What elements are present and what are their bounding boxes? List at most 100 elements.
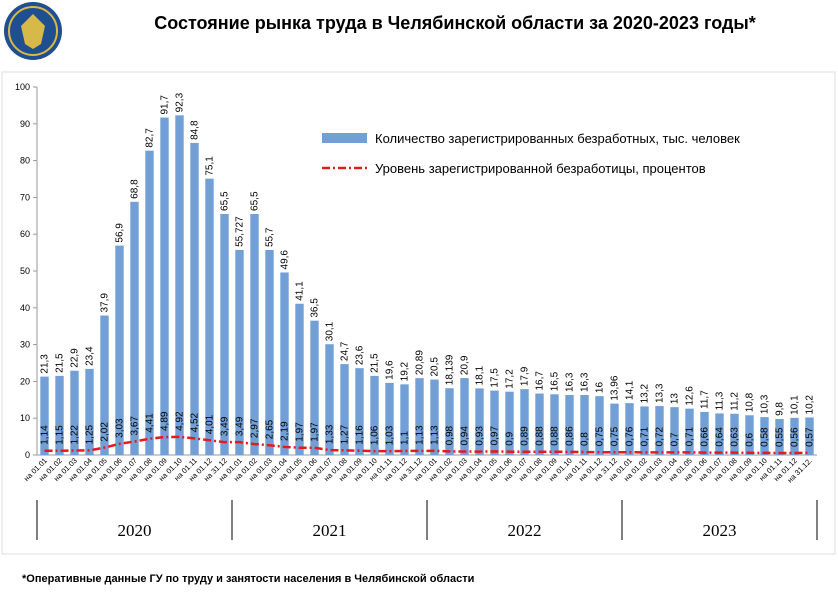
bar-value-label: 37,9 bbox=[100, 293, 111, 313]
bar-value-label: 24,7 bbox=[340, 341, 351, 361]
line-value-label: 1,97 bbox=[310, 422, 321, 442]
bar-value-label: 10,3 bbox=[760, 394, 771, 414]
bar bbox=[805, 417, 814, 455]
line-value-label: 0,88 bbox=[535, 426, 546, 446]
bar-value-label: 65,5 bbox=[220, 191, 231, 211]
bar-value-label: 16,3 bbox=[580, 372, 591, 392]
line-value-label: 1,16 bbox=[355, 425, 366, 445]
line-value-label: 1,13 bbox=[415, 425, 426, 445]
bar bbox=[595, 396, 604, 455]
bar-value-label: 20,5 bbox=[430, 357, 441, 377]
bar bbox=[370, 375, 379, 455]
chart-frame bbox=[1, 71, 836, 555]
bar-value-label: 82,7 bbox=[145, 128, 156, 148]
line-value-label: 0,71 bbox=[640, 426, 651, 446]
line-value-label: 4,52 bbox=[190, 412, 201, 432]
line-value-label: 0,75 bbox=[595, 426, 606, 446]
bar bbox=[280, 272, 289, 455]
y-tick-label: 0 bbox=[25, 450, 30, 460]
bar bbox=[385, 382, 394, 455]
line-value-label: 4,89 bbox=[160, 411, 171, 431]
line-value-label: 1,03 bbox=[385, 425, 396, 445]
bar bbox=[40, 376, 49, 455]
bar-value-label: 10,2 bbox=[805, 395, 816, 415]
bar-value-label: 20,9 bbox=[460, 355, 471, 375]
bar bbox=[400, 384, 409, 455]
bar-value-label: 17,9 bbox=[520, 366, 531, 386]
bar bbox=[100, 315, 109, 455]
footnote: *Оперативные данные ГУ по труду и занято… bbox=[22, 573, 474, 585]
line-value-label: 0,76 bbox=[625, 426, 636, 446]
bar-value-label: 19,2 bbox=[400, 361, 411, 381]
line-value-label: 0,71 bbox=[685, 426, 696, 446]
line-value-label: 1,22 bbox=[70, 425, 81, 445]
line-value-label: 1,14 bbox=[40, 425, 51, 445]
bar-value-label: 49,6 bbox=[280, 250, 291, 270]
line-value-label: 0,75 bbox=[610, 426, 621, 446]
line-value-label: 0,86 bbox=[565, 426, 576, 446]
group-label: 2021 bbox=[313, 521, 347, 540]
bar bbox=[160, 117, 169, 455]
y-tick-label: 10 bbox=[20, 413, 30, 423]
line-value-label: 4,41 bbox=[145, 413, 156, 433]
bar-value-label: 19,6 bbox=[385, 360, 396, 380]
bar-value-label: 17,2 bbox=[505, 369, 516, 389]
bar bbox=[85, 368, 94, 455]
legend-label: Уровень зарегистрированной безработицы, … bbox=[375, 161, 706, 176]
bar-value-label: 11,2 bbox=[730, 392, 741, 411]
bar bbox=[70, 370, 79, 455]
bar-value-label: 23,4 bbox=[85, 346, 96, 366]
bar-value-label: 12,6 bbox=[685, 386, 696, 406]
bar bbox=[475, 388, 484, 455]
bar-value-label: 17,5 bbox=[490, 368, 501, 388]
bar bbox=[460, 378, 469, 455]
y-tick-label: 40 bbox=[20, 303, 30, 313]
bar bbox=[505, 391, 514, 455]
bar-value-label: 65,5 bbox=[250, 191, 261, 211]
line-value-label: 4,01 bbox=[205, 414, 216, 434]
bar bbox=[520, 389, 529, 455]
bar-value-label: 13,96 bbox=[610, 375, 621, 400]
line-value-label: 1,27 bbox=[340, 424, 351, 444]
bar-value-label: 55,7 bbox=[265, 227, 276, 247]
line-value-label: 2,02 bbox=[100, 422, 111, 442]
y-tick-label: 60 bbox=[20, 229, 30, 239]
bar-value-label: 21,5 bbox=[55, 353, 66, 373]
bar bbox=[535, 393, 544, 455]
bar bbox=[610, 403, 619, 455]
line-value-label: 2,19 bbox=[280, 421, 291, 441]
bar-value-label: 92,3 bbox=[175, 92, 186, 112]
line-value-label: 3,03 bbox=[115, 418, 126, 438]
bar-value-label: 18,1 bbox=[475, 365, 486, 385]
legend-label: Количество зарегистрированных безработны… bbox=[375, 131, 740, 146]
bar-value-label: 11,7 bbox=[700, 390, 711, 409]
bar bbox=[565, 395, 574, 455]
line-value-label: 0,6 bbox=[745, 432, 756, 446]
bar-value-label: 18,139 bbox=[445, 354, 456, 385]
line bbox=[44, 435, 810, 455]
y-tick-label: 30 bbox=[20, 340, 30, 350]
bar-value-label: 91,7 bbox=[160, 95, 171, 115]
bar bbox=[265, 250, 274, 455]
line-value-label: 4,92 bbox=[175, 411, 186, 431]
bar-value-label: 14,1 bbox=[625, 380, 636, 400]
bar-value-label: 16,7 bbox=[535, 371, 546, 391]
bar-value-label: 56,9 bbox=[115, 223, 126, 243]
bar bbox=[700, 411, 709, 455]
line-value-label: 0,98 bbox=[445, 425, 456, 445]
y-tick-label: 80 bbox=[20, 156, 30, 166]
bar-value-label: 13,2 bbox=[640, 384, 651, 404]
bar bbox=[790, 417, 799, 455]
line-value-label: 0,97 bbox=[490, 426, 501, 446]
line-value-label: 0,66 bbox=[700, 427, 711, 447]
bar bbox=[55, 375, 64, 455]
line-value-label: 0,72 bbox=[655, 426, 666, 446]
line-value-label: 1,06 bbox=[370, 425, 381, 445]
line-value-label: 0,64 bbox=[715, 427, 726, 447]
bar-value-label: 21,5 bbox=[370, 353, 381, 373]
bar-value-label: 16 bbox=[595, 382, 606, 394]
bar-value-label: 13 bbox=[670, 393, 681, 405]
bar bbox=[655, 406, 664, 455]
group-label: 2022 bbox=[508, 521, 542, 540]
line-value-label: 0,9 bbox=[505, 431, 516, 445]
